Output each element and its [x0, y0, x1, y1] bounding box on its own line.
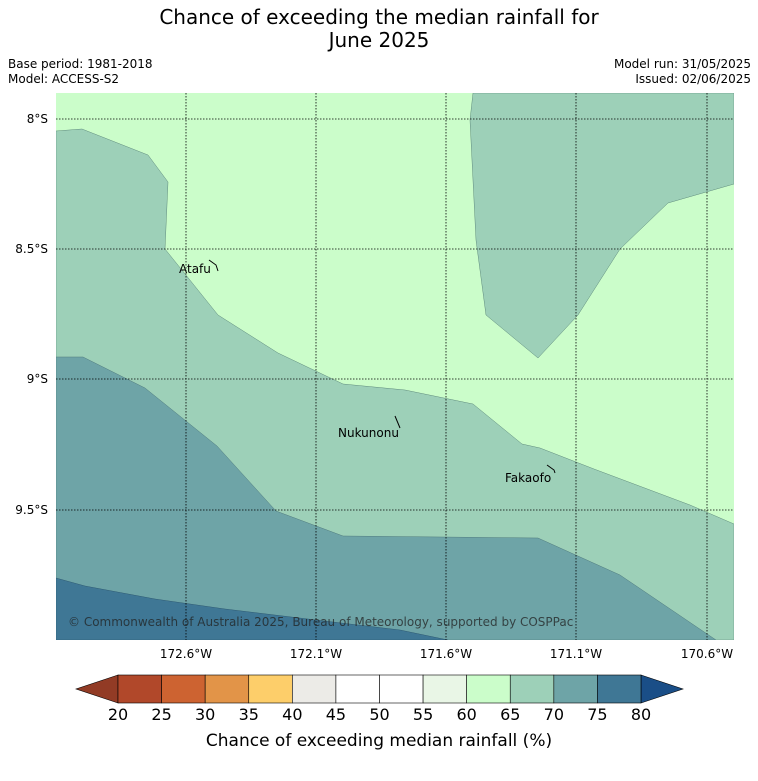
colorbar-segment: [379, 674, 424, 704]
nukunonu-atoll: [394, 415, 401, 429]
colorbar-tick-label: 30: [195, 705, 215, 724]
colorbar-segment: [248, 674, 293, 704]
colorbar-segment: [335, 674, 380, 704]
atoll-outlines: [208, 259, 556, 474]
lat-label: 8°S: [27, 112, 48, 126]
copyright-notice: © Commonwealth of Australia 2025, Bureau…: [68, 615, 573, 629]
colorbar-over-arrow: [640, 674, 684, 704]
colorbar-tick-label: 50: [369, 705, 389, 724]
colorbar-tick-label: 45: [326, 705, 346, 724]
lon-label: 171.6°W: [420, 647, 472, 661]
place-label-fakaofo: Fakaofo: [505, 471, 551, 485]
colorbar-tick-label: 40: [282, 705, 302, 724]
lon-label: 172.1°W: [290, 647, 342, 661]
latitude-labels: 8°S 8.5°S 9°S 9.5°S: [15, 112, 48, 517]
colorbar-segment: [597, 674, 642, 704]
place-label-nukunonu: Nukunonu: [338, 426, 399, 440]
colorbar-tick-label: 60: [456, 705, 476, 724]
model-name: Model: ACCESS-S2: [8, 72, 120, 86]
contour-75-80: [56, 577, 449, 640]
longitude-labels: 172.6°W 172.1°W 171.6°W 171.1°W 170.6°W: [160, 647, 733, 661]
colorbar-tick-label: 75: [587, 705, 607, 724]
meta-right: Model run: 31/05/2025 Issued: 02/06/2025: [614, 57, 751, 87]
colorbar-label: Chance of exceeding median rainfall (%): [205, 731, 553, 751]
colorbar-tick-label: 70: [544, 705, 564, 724]
title-line-2: June 2025: [328, 28, 430, 52]
contour-70-75: [56, 356, 717, 640]
issued-date: Issued: 02/06/2025: [635, 72, 751, 86]
colorbar: 20 25 30 35 40 45 50 55 60 65 70 75 80: [75, 674, 684, 724]
colorbar-segment: [553, 674, 598, 704]
base-period: Base period: 1981-2018: [8, 57, 153, 71]
lat-label: 9°S: [27, 372, 48, 386]
chart-title: Chance of exceeding the median rainfall …: [0, 6, 758, 52]
colorbar-segment: [509, 674, 555, 704]
colorbar-tick-label: 20: [108, 705, 128, 724]
lon-label: 171.1°W: [550, 647, 602, 661]
colorbar-segment: [204, 674, 250, 704]
colorbar-tick-label: 55: [413, 705, 433, 724]
colorbar-segment: [117, 674, 162, 704]
lon-label: 170.6°W: [681, 647, 733, 661]
graticule: [56, 93, 734, 640]
place-label-atafu: Atafu: [179, 262, 211, 276]
colorbar-segment: [292, 674, 337, 704]
colorbar-under-arrow: [75, 674, 119, 704]
title-line-1: Chance of exceeding the median rainfall …: [159, 5, 599, 29]
colorbar-tick-label: 65: [500, 705, 520, 724]
meta-left: Base period: 1981-2018 Model: ACCESS-S2: [8, 57, 153, 87]
lat-label: 9.5°S: [15, 503, 48, 517]
lat-label: 8.5°S: [15, 242, 48, 256]
colorbar-segment: [466, 674, 511, 704]
atafu-atoll: [208, 259, 219, 272]
fakaofo-atoll: [546, 464, 556, 474]
colorbar-tick-label: 80: [631, 705, 651, 724]
colorbar-segment: [161, 674, 206, 704]
contour-65-70-northeast: [469, 93, 734, 359]
lon-label: 172.6°W: [160, 647, 212, 661]
colorbar-tick-label: 25: [151, 705, 171, 724]
model-run: Model run: 31/05/2025: [613, 57, 751, 71]
colorbar-tick-label: 35: [239, 705, 259, 724]
map-area: Atafu Nukunonu Fakaofo © Commonwealth of…: [56, 93, 734, 640]
colorbar-segment: [422, 674, 467, 704]
